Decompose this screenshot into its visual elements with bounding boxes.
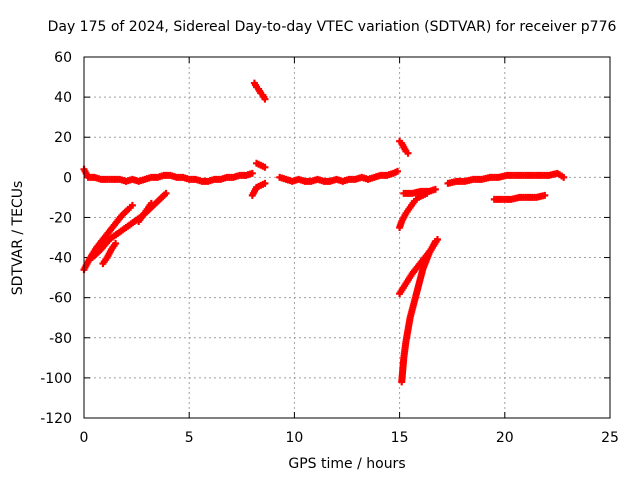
x-tick-label: 0 <box>80 430 89 446</box>
series-spike-15-high <box>396 137 412 157</box>
x-tick-label: 20 <box>496 430 514 446</box>
y-tick-label: 0 <box>63 170 72 186</box>
series-early-short-a <box>99 240 120 268</box>
series-near-neg8 <box>400 185 439 197</box>
y-tick-label: -20 <box>49 210 72 226</box>
series-rise-15-a <box>396 189 431 231</box>
x-tick-label: 5 <box>185 430 194 446</box>
y-axis-label: SDTVAR / TECUs <box>10 180 26 296</box>
x-tick-label: 25 <box>601 430 619 446</box>
data-point <box>560 173 568 181</box>
x-tick-label: 10 <box>285 430 303 446</box>
data-point <box>248 169 256 177</box>
series-small-pos <box>253 159 269 171</box>
data-point <box>261 163 269 171</box>
data-points <box>80 79 568 386</box>
series-late-neg <box>490 191 549 203</box>
data-point <box>431 185 439 193</box>
y-tick-label: -120 <box>40 411 72 427</box>
data-point <box>261 179 269 187</box>
y-tick-label: -100 <box>40 371 72 387</box>
series-early-rise-b <box>88 189 170 262</box>
series-cluster-near-zero-early <box>80 165 256 185</box>
data-point <box>128 201 136 209</box>
y-tick-label: -60 <box>49 291 72 307</box>
data-point <box>261 95 269 103</box>
data-point <box>112 240 120 248</box>
plot-frame <box>83 56 611 419</box>
series-cluster-near-zero-mid <box>276 167 401 185</box>
data-point <box>147 199 155 207</box>
axis-ticks: 0 5 10 15 20 25 -120 -100 -80 -60 -40 -20 0 20 40 60 <box>40 50 619 446</box>
grid-lines <box>84 57 610 418</box>
chart-title: Day 175 of 2024, Sidereal Day-to-day VTE… <box>47 19 617 35</box>
data-point <box>393 167 401 175</box>
y-tick-label: -40 <box>49 251 72 267</box>
data-point <box>162 189 170 197</box>
data-point <box>541 191 549 199</box>
y-tick-label: 60 <box>54 50 72 66</box>
series-cluster-near-zero-late <box>444 169 568 187</box>
series-small-neg <box>248 179 269 199</box>
series-rise-15-c <box>398 238 439 386</box>
y-tick-label: -80 <box>49 331 72 347</box>
series-arc-high <box>250 79 269 103</box>
data-point <box>404 149 412 157</box>
series-early-short-b <box>135 199 155 225</box>
x-tick-label: 15 <box>391 430 409 446</box>
y-tick-label: 40 <box>54 90 72 106</box>
x-axis-label: GPS time / hours <box>288 456 406 472</box>
data-point <box>431 238 439 246</box>
y-tick-label: 20 <box>54 130 72 146</box>
